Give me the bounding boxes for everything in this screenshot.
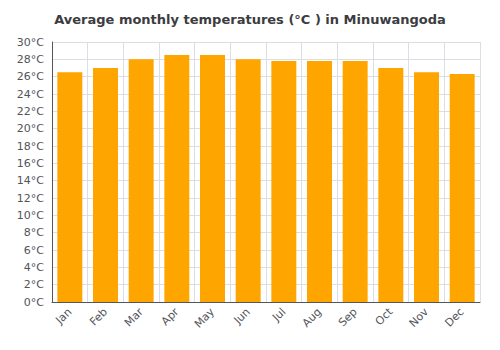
svg-text:30°C: 30°C: [17, 36, 44, 49]
svg-text:10°C: 10°C: [17, 209, 44, 222]
svg-text:Jun: Jun: [231, 305, 253, 327]
svg-text:Oct: Oct: [373, 305, 396, 328]
svg-text:Aug: Aug: [300, 305, 324, 329]
svg-text:Feb: Feb: [87, 305, 110, 328]
svg-text:6°C: 6°C: [24, 244, 44, 257]
svg-text:Mar: Mar: [122, 305, 146, 329]
svg-text:12°C: 12°C: [17, 192, 44, 205]
svg-text:16°C: 16°C: [17, 157, 44, 170]
svg-text:Apr: Apr: [159, 305, 182, 328]
svg-text:22°C: 22°C: [17, 105, 44, 118]
svg-text:8°C: 8°C: [24, 226, 44, 239]
svg-text:May: May: [192, 305, 218, 331]
svg-text:Sep: Sep: [336, 305, 360, 329]
svg-text:20°C: 20°C: [17, 122, 44, 135]
svg-text:Jul: Jul: [269, 305, 288, 324]
svg-text:26°C: 26°C: [17, 70, 44, 83]
svg-text:Dec: Dec: [443, 305, 467, 329]
svg-text:14°C: 14°C: [17, 174, 44, 187]
svg-text:Average monthly temperatures (: Average monthly temperatures (°C ) in Mi…: [54, 12, 446, 27]
svg-text:24°C: 24°C: [17, 88, 44, 101]
svg-text:Jan: Jan: [53, 305, 75, 327]
svg-text:0°C: 0°C: [24, 296, 44, 309]
svg-text:28°C: 28°C: [17, 53, 44, 66]
svg-text:2°C: 2°C: [24, 278, 44, 291]
svg-text:4°C: 4°C: [24, 261, 44, 274]
svg-text:Nov: Nov: [407, 305, 432, 330]
svg-text:18°C: 18°C: [17, 140, 44, 153]
